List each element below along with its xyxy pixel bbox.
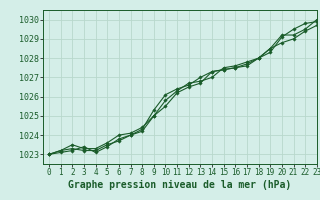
X-axis label: Graphe pression niveau de la mer (hPa): Graphe pression niveau de la mer (hPa) xyxy=(68,180,292,190)
